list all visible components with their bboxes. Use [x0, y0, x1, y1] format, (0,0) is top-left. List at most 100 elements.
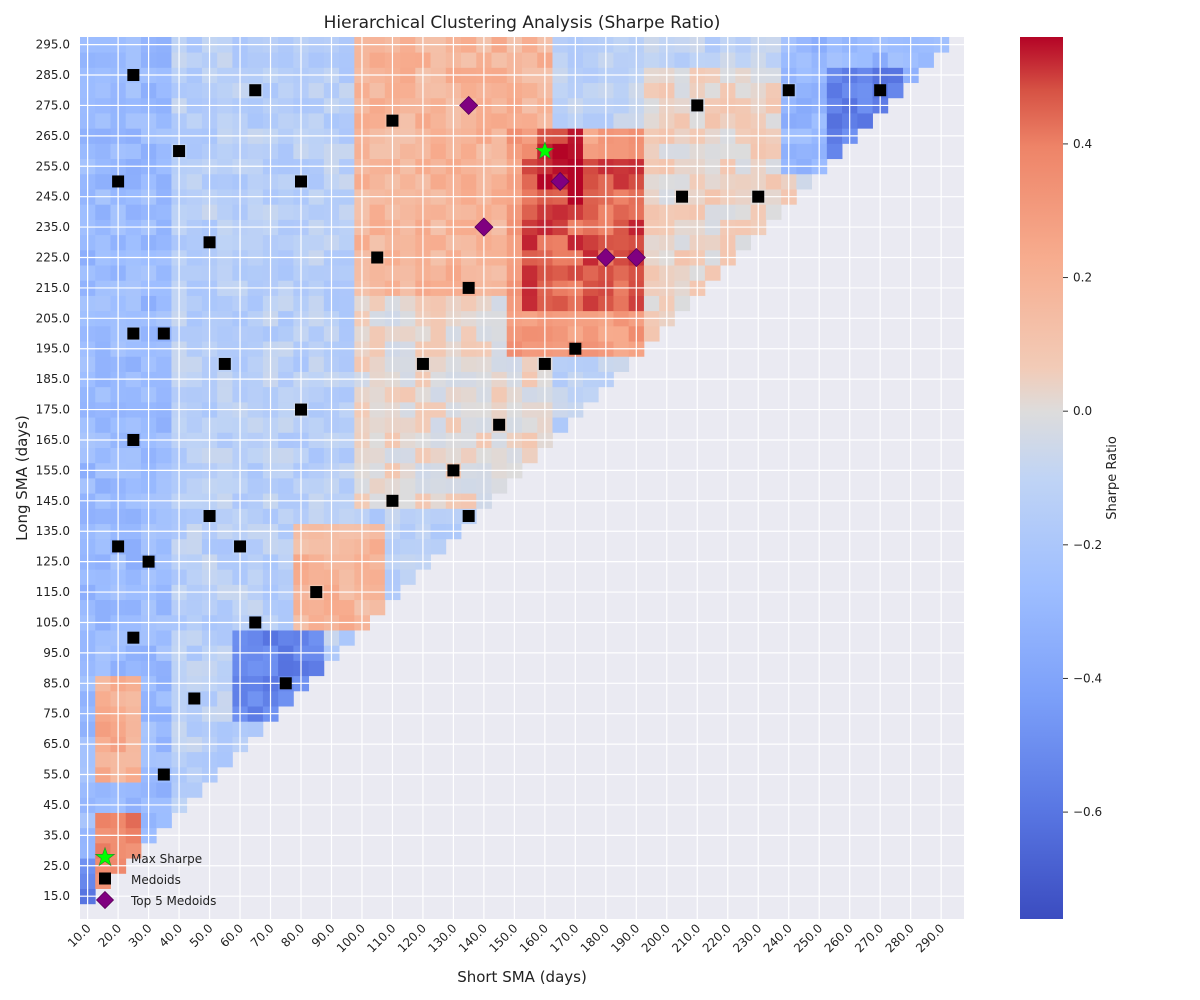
heatmap-cell — [613, 143, 630, 160]
heatmap-cell — [308, 143, 325, 160]
heatmap-cell — [400, 265, 416, 281]
heatmap-cell — [308, 325, 325, 342]
heatmap-cell — [278, 508, 294, 525]
heatmap-cell — [125, 751, 142, 768]
heatmap-cell — [522, 386, 538, 403]
x-tick-label: 40.0 — [156, 921, 185, 950]
heatmap-cell — [308, 82, 325, 99]
heatmap-cell — [278, 143, 294, 160]
heatmap-cell — [125, 569, 142, 585]
legend-label-top5: Top 5 Medoids — [130, 894, 216, 908]
heatmap-cell — [369, 325, 386, 342]
colorbar-tick-label: −0.2 — [1073, 538, 1102, 552]
heatmap-cell — [522, 234, 538, 251]
heatmap-cell — [156, 660, 172, 677]
heatmap-cell — [400, 204, 416, 220]
heatmap-cell — [430, 82, 447, 99]
heatmap-cell — [217, 82, 233, 99]
heatmap-cell — [95, 113, 111, 129]
y-tick-label: 25.0 — [43, 859, 70, 873]
heatmap-cell — [156, 143, 172, 160]
y-tick-label: 275.0 — [36, 98, 70, 112]
medoid-marker — [569, 342, 582, 355]
chart-title: Hierarchical Clustering Analysis (Sharpe… — [324, 13, 721, 33]
heatmap-cell — [613, 113, 630, 129]
heatmap-cell — [796, 173, 812, 190]
heatmap-cell — [95, 630, 111, 646]
heatmap-cell — [400, 295, 416, 312]
y-tick-label: 245.0 — [36, 190, 70, 204]
heatmap-cell — [491, 356, 508, 372]
heatmap-cell — [765, 82, 782, 99]
heatmap-cell — [430, 295, 447, 312]
heatmap-cell — [95, 478, 111, 494]
x-tick-label: 20.0 — [95, 921, 124, 950]
heatmap-cell — [125, 538, 142, 555]
heatmap-cell — [461, 52, 477, 68]
heatmap-cell — [674, 295, 691, 312]
heatmap-cell — [125, 52, 142, 68]
medoid-marker — [112, 540, 125, 553]
heatmap-cell — [308, 113, 325, 129]
top5-medoid-marker — [596, 247, 616, 268]
heatmap-cell — [247, 52, 264, 68]
heatmap-cell — [125, 173, 142, 190]
heatmap-cell — [308, 173, 325, 190]
heatmap-cell — [643, 265, 660, 281]
heatmap-cell — [339, 538, 355, 555]
x-tick-label: 220.0 — [700, 921, 734, 955]
colorbar-tick-label: −0.4 — [1073, 671, 1102, 685]
heatmap-cell — [400, 538, 416, 555]
heatmap-cell — [491, 478, 508, 494]
heatmap-cell — [156, 234, 172, 251]
heatmap-cell — [186, 356, 203, 372]
x-tick-label: 240.0 — [761, 921, 795, 955]
medoid-marker — [538, 357, 551, 370]
heatmap-cell — [247, 295, 264, 312]
heatmap-cell — [217, 721, 233, 737]
heatmap-cell — [400, 234, 416, 251]
heatmap-cell — [339, 630, 355, 646]
heatmap-cell — [95, 812, 111, 829]
y-tick-label: 135.0 — [36, 524, 70, 538]
heatmap-cell — [125, 447, 142, 464]
heatmap-cell — [522, 447, 538, 464]
heatmap-cell — [339, 52, 355, 68]
heatmap-cell — [247, 690, 264, 707]
heatmap-cell — [278, 265, 294, 281]
heatmap-cell — [217, 630, 233, 646]
heatmap-cell — [95, 234, 111, 251]
heatmap-cell — [704, 82, 721, 99]
medoid-marker — [173, 145, 186, 158]
heatmap-cell — [247, 478, 264, 494]
heatmap-cell — [339, 569, 355, 585]
heatmap-cell — [308, 386, 325, 403]
heatmap-cell — [582, 143, 599, 160]
heatmap-cell — [125, 599, 142, 616]
heatmap-cell — [491, 143, 508, 160]
medoid-marker — [234, 540, 247, 553]
heatmap-cell — [95, 173, 111, 190]
heatmap-cell — [247, 538, 264, 555]
heatmap-cell — [552, 356, 569, 372]
heatmap-cell — [887, 52, 904, 68]
heatmap-cell — [247, 325, 264, 342]
heatmap-cell — [95, 538, 111, 555]
heatmap-cell — [491, 173, 508, 190]
heatmap-cell — [339, 82, 355, 99]
heatmap-cell — [369, 204, 386, 220]
heatmap-cell — [156, 751, 172, 768]
heatmap-cell — [217, 751, 233, 768]
heatmap-cell — [125, 265, 142, 281]
heatmap-cell — [491, 447, 508, 464]
heatmap-cell — [186, 173, 203, 190]
heatmap-cell — [430, 478, 447, 494]
heatmap-cell — [125, 508, 142, 525]
heatmap-cell — [339, 234, 355, 251]
medoid-marker — [386, 494, 399, 507]
heatmap-cell — [156, 478, 172, 494]
heatmap-cell — [369, 295, 386, 312]
heatmap-cell — [735, 204, 752, 220]
y-tick-label: 175.0 — [36, 403, 70, 417]
